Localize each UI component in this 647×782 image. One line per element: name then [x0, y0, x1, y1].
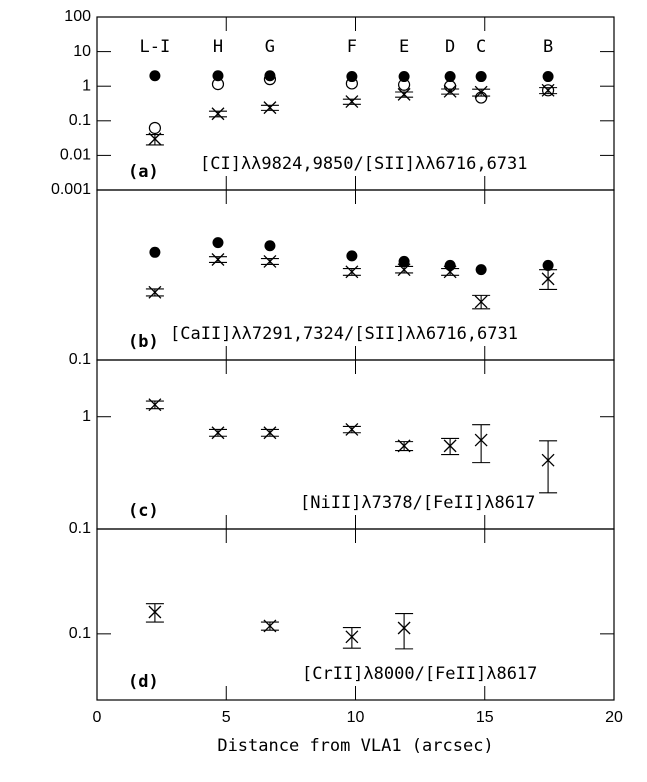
error-bar [145, 288, 164, 297]
y-tick-label: 1 [82, 408, 91, 425]
error-bar [395, 91, 414, 98]
y-tick-label: 0.1 [69, 112, 91, 129]
error-bar [395, 441, 414, 452]
y-tick-label: 0.001 [51, 181, 91, 198]
y-tick-label: 0.1 [69, 625, 91, 642]
point-label: H [213, 37, 223, 57]
x-tick-label: 0 [93, 709, 102, 726]
point-label: D [445, 37, 455, 57]
annotation: [CrII]λ8000/[FeII]λ8617 [302, 664, 537, 684]
error-bar [472, 294, 491, 310]
panel-label: (d) [128, 672, 159, 692]
point [264, 240, 276, 252]
point [475, 71, 487, 83]
x-axis-label: Distance from VLA1 (arcsec) [217, 736, 493, 756]
error-bar [260, 428, 279, 437]
error-bar [539, 87, 558, 95]
x-tick-label: 10 [347, 709, 365, 726]
x-tick-label: 20 [605, 709, 623, 726]
panel-label: (b) [128, 332, 159, 352]
point-label: F [347, 37, 357, 57]
annotation: [NiII]λ7378/[FeII]λ8617 [300, 493, 535, 513]
error-bar [342, 98, 361, 105]
point [212, 237, 224, 249]
point [149, 70, 161, 82]
point [264, 70, 276, 82]
point-label: C [476, 37, 486, 57]
point-label: B [543, 37, 553, 57]
point [345, 77, 358, 90]
point [211, 77, 225, 91]
y-tick-label: 1 [82, 77, 91, 94]
x-tick-label: 15 [476, 709, 494, 726]
point [148, 121, 162, 135]
x-tick-label: 5 [222, 709, 231, 726]
y-tick-label: 0.1 [69, 351, 91, 368]
point [542, 259, 554, 271]
point [212, 70, 224, 82]
error-bar [441, 88, 460, 95]
point [263, 73, 277, 86]
point-label: G [265, 37, 275, 57]
error-bar [539, 269, 558, 291]
error-bar [395, 613, 414, 650]
annotation: [CI]λλ9824,9850/[SII]λλ6716,6731 [200, 154, 528, 174]
point [475, 264, 487, 276]
error-bar [145, 134, 164, 146]
error-bar [472, 88, 491, 97]
point [541, 84, 555, 97]
point [444, 71, 456, 83]
point-label: L-I [140, 37, 171, 57]
error-bar [441, 268, 460, 276]
y-tick-label: 0.1 [69, 520, 91, 537]
point [398, 71, 410, 83]
error-bar [342, 627, 361, 649]
error-bar [260, 104, 279, 111]
error-bar [145, 400, 164, 410]
point [397, 78, 411, 91]
error-bar [260, 258, 279, 265]
annotation: [CaII]λλ7291,7324/[SII]λλ6716,6731 [170, 324, 518, 344]
error-bar [208, 428, 227, 437]
error-bar [260, 621, 279, 631]
error-bar [539, 440, 558, 494]
error-bar [342, 268, 361, 276]
error-bar [208, 256, 227, 263]
point [398, 255, 410, 267]
y-tick-label: 10 [73, 43, 91, 60]
error-bar [208, 110, 227, 118]
panel-label: (a) [128, 162, 159, 182]
y-tick-label: 0.01 [60, 147, 91, 164]
error-bar [395, 265, 414, 274]
error-bar [441, 437, 460, 456]
error-bar [472, 424, 491, 464]
error-bar [145, 603, 164, 623]
panel-label: (c) [128, 501, 159, 521]
point-label: E [399, 37, 409, 57]
error-bar [342, 425, 361, 434]
point [542, 71, 554, 83]
point [149, 246, 161, 258]
point [346, 250, 358, 262]
y-tick-label: 100 [64, 8, 91, 25]
